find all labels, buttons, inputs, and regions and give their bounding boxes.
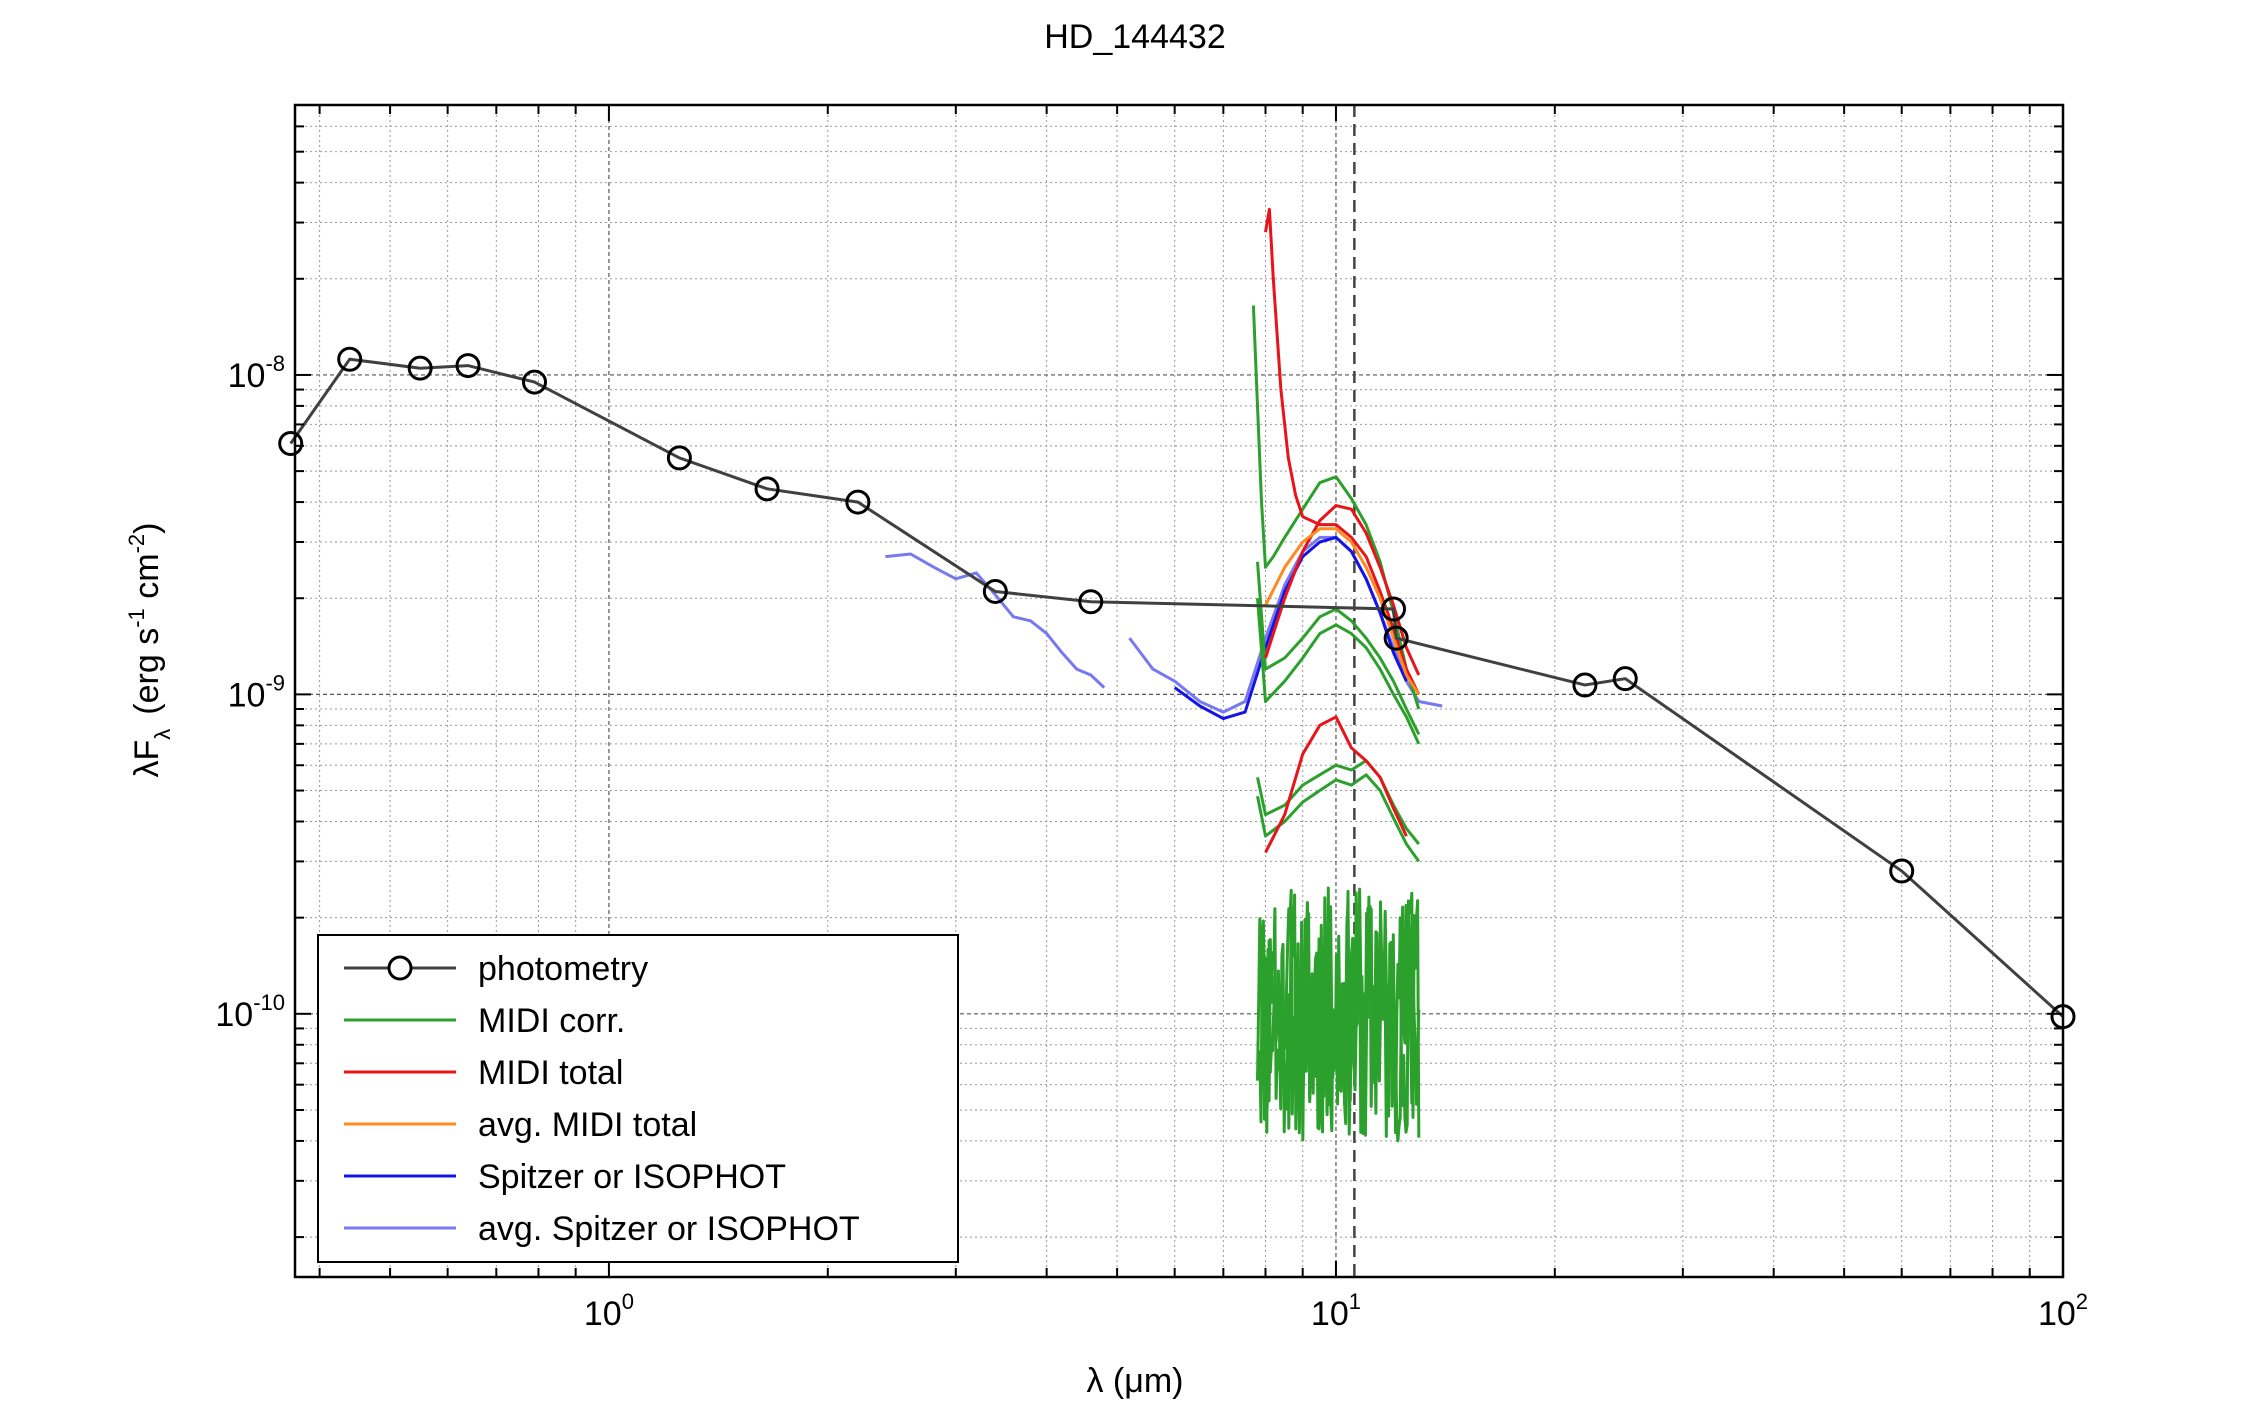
photometry-point — [1078, 589, 1104, 615]
svg-text:λFλ(erg s-1 cm-2): λFλ (erg s-1 cm-2) — [124, 523, 175, 778]
plot-frame — [293, 103, 2065, 1279]
photometry-point — [1612, 666, 1638, 692]
y-tick-base: 10 — [228, 676, 266, 714]
y-tick-exponent: -9 — [265, 670, 285, 695]
legend-label: avg. MIDI total — [478, 1106, 697, 1144]
y-label-main: λF — [128, 740, 166, 778]
x-tick-base: 10 — [1311, 1295, 1349, 1333]
axis-ticks — [295, 104, 2064, 1277]
y-label-close: ) — [128, 523, 166, 534]
x-tick-label: 101 — [1311, 1289, 1361, 1333]
spectrum-line — [1264, 207, 1421, 696]
photometry-point — [1381, 596, 1407, 622]
y-label-sub: λ — [150, 729, 175, 740]
legend-label: MIDI total — [478, 1054, 623, 1092]
spectrum-line — [1256, 759, 1420, 845]
y-tick-exponent: -8 — [265, 351, 285, 376]
x-axis-label: λ (μm) — [1086, 1362, 1183, 1400]
legend: photometry MIDI corr. MIDI total avg. MIDI … — [317, 934, 959, 1263]
photometry-point — [1889, 858, 1915, 884]
photometry-line — [289, 357, 2065, 1018]
y-label-exp1: -1 — [124, 608, 149, 628]
legend-label: MIDI corr. — [478, 1002, 625, 1040]
photometry-point — [666, 445, 692, 471]
x-tick-label: 102 — [2038, 1289, 2088, 1333]
x-tick-exponent: 1 — [1349, 1289, 1361, 1314]
spectrum-line — [1256, 886, 1421, 1143]
photometry-point — [455, 353, 481, 379]
spectrum-line — [885, 552, 1106, 689]
x-tick-base: 10 — [2038, 1295, 2076, 1333]
spectrum-line — [1256, 598, 1421, 745]
photometry-point — [754, 476, 780, 502]
x-tick-label: 100 — [584, 1289, 634, 1333]
photometry-point — [407, 355, 433, 381]
x-tick-exponent: 2 — [2076, 1289, 2088, 1314]
photometry-point — [1572, 672, 1598, 698]
y-tick-label: 10-9 — [228, 670, 285, 714]
x-tick-base: 10 — [584, 1295, 622, 1333]
photometry-point — [845, 489, 871, 515]
y-axis-label: λFλ (erg s-1 cm-2) — [124, 523, 175, 778]
y-tick-base: 10 — [215, 996, 253, 1034]
photometry-point — [982, 578, 1008, 604]
y-tick-label: 10-10 — [215, 990, 285, 1034]
y-label-units: (erg s — [128, 628, 166, 715]
legend-box — [317, 934, 959, 1263]
grid-minor — [295, 104, 2063, 1277]
y-tick-label: 10-8 — [228, 351, 285, 395]
x-tick-exponent: 0 — [622, 1289, 634, 1314]
legend-label: Spitzer or ISOPHOT — [478, 1158, 786, 1196]
x-tick-labels: 100 101 102 — [584, 1289, 2088, 1333]
legend-label: avg. Spitzer or ISOPHOT — [478, 1210, 860, 1248]
photometry-point — [1383, 625, 1409, 651]
series-layer — [278, 207, 2076, 1143]
photometry-point — [337, 346, 363, 372]
legend-marker — [387, 955, 413, 981]
spectrum-line — [1264, 715, 1408, 854]
y-tick-exponent: -10 — [253, 990, 285, 1015]
legend-label: photometry — [478, 950, 648, 988]
y-tick-base: 10 — [228, 357, 266, 395]
spectrum-line — [1256, 561, 1421, 735]
spectrum-line — [1128, 535, 1443, 714]
chart-title: HD_144432 — [1044, 18, 1225, 56]
photometry-point — [278, 431, 304, 457]
y-label-mid: cm — [128, 553, 166, 608]
photometry-point — [522, 369, 548, 395]
y-label-exp2: -2 — [124, 534, 149, 554]
